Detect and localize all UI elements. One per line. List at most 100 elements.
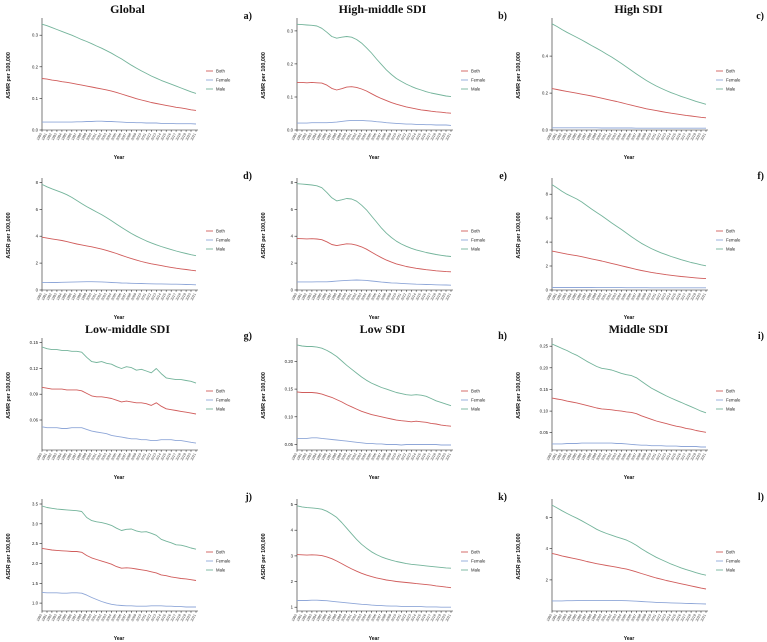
svg-text:2005: 2005 xyxy=(365,613,372,622)
svg-text:2006: 2006 xyxy=(115,292,122,301)
svg-text:2021: 2021 xyxy=(700,452,707,461)
line-chart-high-middle-sdi-asmr: 0.0 0.1 0.2 0.3 1990199119921993199419951996… xyxy=(261,18,486,161)
svg-text:2004: 2004 xyxy=(105,292,112,301)
svg-text:0.25: 0.25 xyxy=(540,344,549,349)
svg-text:1999: 1999 xyxy=(336,292,343,301)
line-chart-high-middle-sdi-asdr: 0 2 4 6 8 19901991199219931994199519961997199… xyxy=(261,178,486,321)
svg-text:2008: 2008 xyxy=(380,452,387,461)
line-chart-low-sdi-asdr: 1 2 3 4 5 19901991199219931994199519961997199… xyxy=(261,499,486,642)
svg-text:1994: 1994 xyxy=(566,292,573,301)
svg-text:1991: 1991 xyxy=(551,613,558,622)
svg-text:1994: 1994 xyxy=(56,132,63,141)
svg-text:2020: 2020 xyxy=(695,613,702,622)
svg-text:2: 2 xyxy=(36,261,39,266)
svg-text:2004: 2004 xyxy=(360,132,367,141)
chart-panel-low-middle-sdi-asmr: Low-middle SDI g) 0.06 0.09 0.12 0.15 1990 19… xyxy=(0,320,255,481)
svg-text:2001: 2001 xyxy=(600,292,607,301)
svg-text:1999: 1999 xyxy=(336,613,343,622)
svg-text:1997: 1997 xyxy=(581,132,588,141)
panel-title xyxy=(255,160,510,176)
svg-text:2007: 2007 xyxy=(120,132,127,141)
svg-text:2017: 2017 xyxy=(170,452,177,461)
svg-text:1997: 1997 xyxy=(71,613,78,622)
svg-text:2009: 2009 xyxy=(640,452,647,461)
svg-text:Year: Year xyxy=(369,315,380,321)
svg-text:6: 6 xyxy=(291,207,294,212)
svg-text:1991: 1991 xyxy=(41,132,48,141)
svg-text:2016: 2016 xyxy=(420,292,427,301)
svg-text:2008: 2008 xyxy=(380,132,387,141)
svg-text:2007: 2007 xyxy=(630,613,637,622)
panel-letter: j) xyxy=(245,492,252,503)
svg-text:1997: 1997 xyxy=(581,613,588,622)
svg-text:1997: 1997 xyxy=(71,452,78,461)
svg-text:ASDR per 100,000: ASDR per 100,000 xyxy=(516,533,522,579)
svg-text:2002: 2002 xyxy=(95,292,102,301)
line-chart-global-asdr: 0 2 4 6 8 19901991199219931994199519961997199… xyxy=(6,178,231,321)
svg-text:2003: 2003 xyxy=(355,452,362,461)
svg-text:2010: 2010 xyxy=(645,452,652,461)
svg-text:0: 0 xyxy=(546,288,549,293)
svg-text:2006: 2006 xyxy=(370,292,377,301)
svg-text:2012: 2012 xyxy=(655,613,662,622)
svg-text:1996: 1996 xyxy=(66,452,73,461)
svg-text:2003: 2003 xyxy=(100,132,107,141)
svg-text:2018: 2018 xyxy=(430,613,437,622)
svg-text:3.0: 3.0 xyxy=(32,521,39,526)
svg-text:2019: 2019 xyxy=(180,613,187,622)
line-chart-middle-sdi-asmr: 0.05 0.10 0.15 0.20 0.25 19901991199219931994… xyxy=(516,338,741,481)
svg-text:2000: 2000 xyxy=(86,132,93,141)
svg-text:Year: Year xyxy=(369,636,380,642)
svg-text:1996: 1996 xyxy=(66,132,73,141)
svg-text:2021: 2021 xyxy=(700,132,707,141)
svg-text:2007: 2007 xyxy=(120,292,127,301)
svg-text:1994: 1994 xyxy=(311,613,318,622)
panel-title: Low-middle SDI xyxy=(84,322,170,336)
svg-text:1992: 1992 xyxy=(46,452,53,461)
svg-text:2009: 2009 xyxy=(385,452,392,461)
svg-text:Both: Both xyxy=(216,69,225,74)
svg-text:2012: 2012 xyxy=(145,292,152,301)
svg-text:4: 4 xyxy=(291,234,294,239)
svg-text:1993: 1993 xyxy=(51,452,58,461)
svg-text:2008: 2008 xyxy=(380,613,387,622)
svg-text:1.0: 1.0 xyxy=(32,601,39,606)
svg-text:Both: Both xyxy=(471,69,480,74)
svg-text:2020: 2020 xyxy=(440,292,447,301)
svg-text:2014: 2014 xyxy=(410,452,417,461)
svg-text:2018: 2018 xyxy=(685,452,692,461)
svg-text:2000: 2000 xyxy=(596,452,603,461)
svg-text:Female: Female xyxy=(471,238,486,243)
svg-text:Both: Both xyxy=(726,229,735,234)
svg-text:2011: 2011 xyxy=(140,292,147,300)
svg-text:2010: 2010 xyxy=(390,613,397,622)
svg-text:0.05: 0.05 xyxy=(285,442,294,447)
svg-text:1993: 1993 xyxy=(306,452,313,461)
svg-text:2012: 2012 xyxy=(145,613,152,622)
svg-text:2003: 2003 xyxy=(610,452,617,461)
svg-text:2009: 2009 xyxy=(640,132,647,141)
svg-text:1999: 1999 xyxy=(81,452,88,461)
svg-text:1997: 1997 xyxy=(581,292,588,301)
chart-panel-high-middle-sdi-asdr: e) 0 2 4 6 8 1990 1991 1992 1993 1994 1995 1996 1997… xyxy=(255,160,510,321)
svg-text:2019: 2019 xyxy=(690,613,697,622)
svg-text:2017: 2017 xyxy=(425,613,432,622)
svg-text:1997: 1997 xyxy=(71,132,78,141)
svg-text:Year: Year xyxy=(369,475,380,481)
svg-text:2014: 2014 xyxy=(155,613,162,622)
svg-text:Male: Male xyxy=(726,247,736,252)
svg-text:2004: 2004 xyxy=(105,132,112,141)
svg-text:Male: Male xyxy=(471,87,481,92)
svg-text:1990: 1990 xyxy=(291,613,298,622)
svg-text:Both: Both xyxy=(726,389,735,394)
svg-text:2005: 2005 xyxy=(110,132,117,141)
svg-text:2021: 2021 xyxy=(190,132,197,141)
svg-text:1996: 1996 xyxy=(321,613,328,622)
svg-text:2011: 2011 xyxy=(395,292,402,300)
svg-text:2012: 2012 xyxy=(145,452,152,461)
svg-text:2006: 2006 xyxy=(625,292,632,301)
svg-text:2011: 2011 xyxy=(650,132,657,140)
svg-text:2006: 2006 xyxy=(115,132,122,141)
svg-text:2016: 2016 xyxy=(165,613,172,622)
